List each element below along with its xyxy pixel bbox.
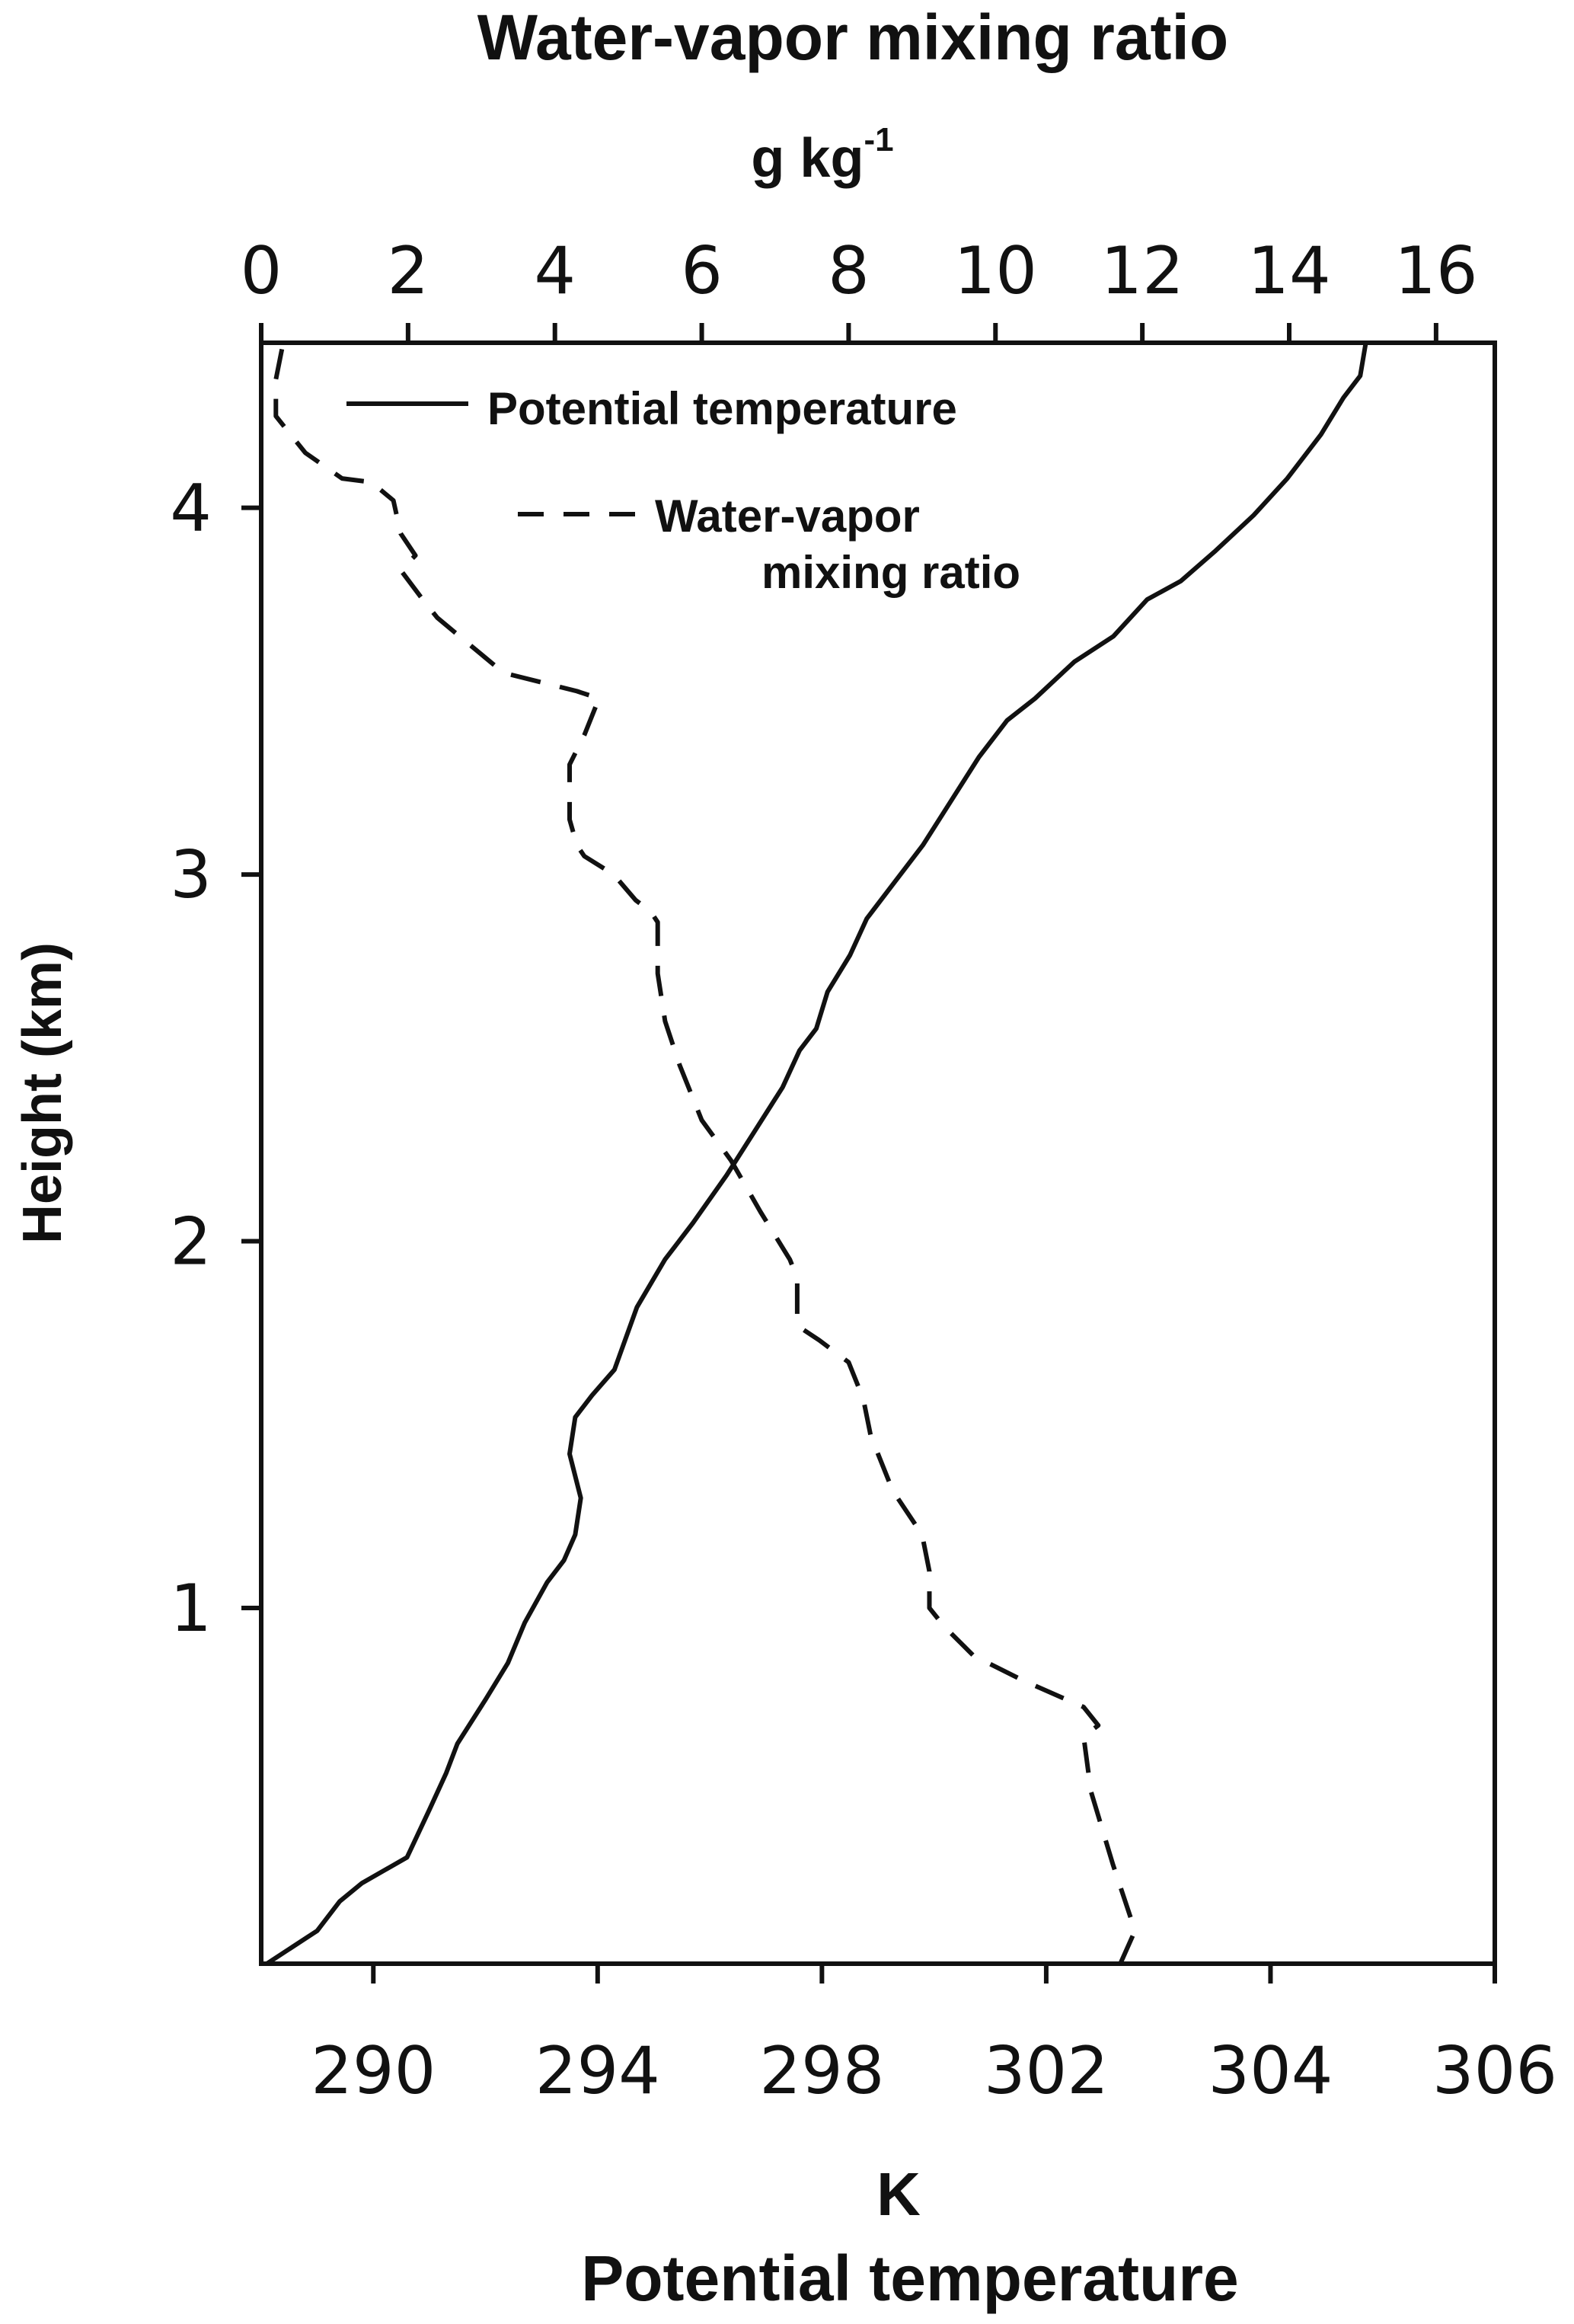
top-tick-label: 0 — [241, 233, 283, 309]
series-potential-temperature-line — [265, 342, 1368, 1966]
plot-frame — [259, 340, 1497, 1966]
bottom-tick-label: 298 — [759, 2033, 884, 2109]
series-layer — [265, 342, 1368, 1966]
bottom-tick-label: 306 — [1432, 2033, 1557, 2109]
bottom-tick-label: 302 — [984, 2033, 1109, 2109]
y-tick-label: 2 — [170, 1204, 212, 1280]
legend-label-potential-temperature: Potential temperature — [487, 383, 957, 434]
y-axis-title: Height (km) — [12, 942, 73, 1244]
bottom-tick-label: 304 — [1208, 2033, 1333, 2109]
top-axis-ticks: 0 2 4 6 8 10 12 14 16 — [241, 233, 1478, 343]
legend: Potential temperature Water-vapor mixing… — [346, 383, 1020, 598]
top-axis-unit-base: g kg — [751, 128, 864, 189]
y-tick-label: 4 — [170, 471, 212, 547]
bottom-axis-unit: K — [876, 2160, 921, 2228]
top-tick-label: 10 — [954, 233, 1037, 309]
top-axis-unit-exponent: -1 — [864, 121, 893, 158]
legend-label-water-vapor-line1: Water-vapor — [655, 491, 920, 542]
y-axis-ticks: 1 2 3 4 — [170, 471, 261, 1647]
y-tick-label: 1 — [170, 1571, 212, 1647]
legend-label-water-vapor-line2: mixing ratio — [761, 547, 1020, 598]
top-tick-label: 16 — [1394, 233, 1477, 309]
series-water-vapor-line — [273, 342, 1138, 1965]
bottom-axis-ticks: 290 294 298 302 304 306 — [311, 1964, 1557, 2109]
top-tick-label: 6 — [681, 233, 723, 309]
top-tick-label: 12 — [1100, 233, 1183, 309]
top-axis-title: Water-vapor mixing ratio — [477, 2, 1228, 73]
top-axis-unit: g kg-1 — [751, 121, 893, 189]
top-tick-label: 2 — [387, 233, 429, 309]
bottom-tick-label: 294 — [535, 2033, 660, 2109]
top-tick-label: 8 — [828, 233, 870, 309]
bottom-tick-label: 290 — [311, 2033, 436, 2109]
bottom-axis-title: Potential temperature — [581, 2242, 1239, 2314]
y-tick-label: 3 — [170, 837, 212, 913]
top-tick-label: 4 — [534, 233, 576, 309]
top-tick-label: 14 — [1247, 233, 1330, 309]
